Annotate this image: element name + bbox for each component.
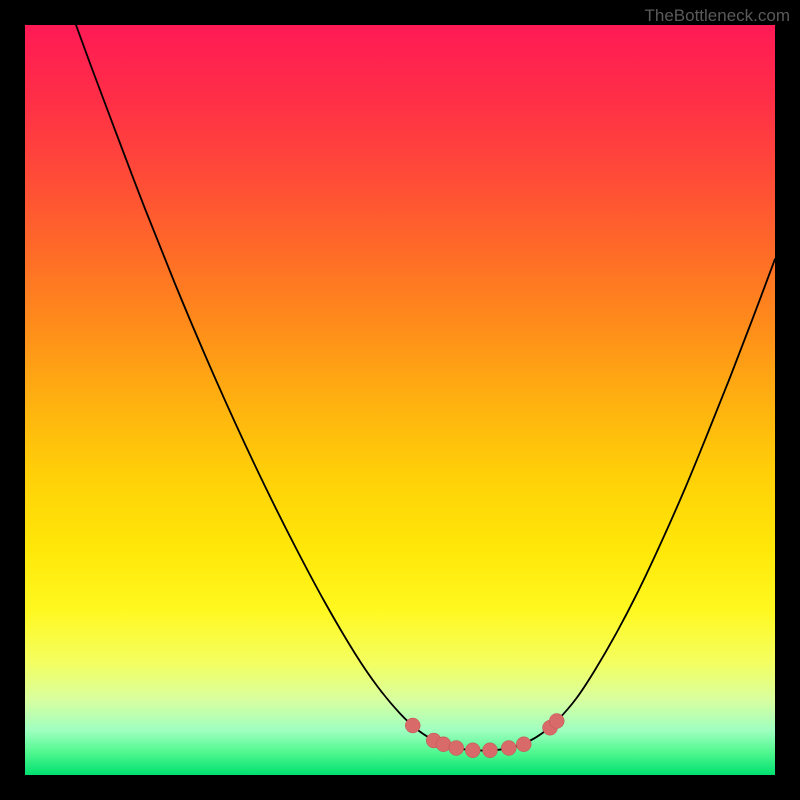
marker-dot — [501, 741, 516, 756]
marker-dot — [449, 741, 464, 756]
plot-area — [25, 25, 775, 775]
marker-dot — [405, 718, 420, 733]
marker-dot — [549, 714, 564, 729]
marker-dot — [465, 743, 480, 758]
watermark-text: TheBottleneck.com — [644, 6, 790, 26]
marker-dot — [483, 743, 498, 758]
chart-container: TheBottleneck.com — [0, 0, 800, 800]
marker-dot — [516, 737, 531, 752]
chart-svg — [25, 25, 775, 775]
gradient-background — [25, 25, 775, 775]
